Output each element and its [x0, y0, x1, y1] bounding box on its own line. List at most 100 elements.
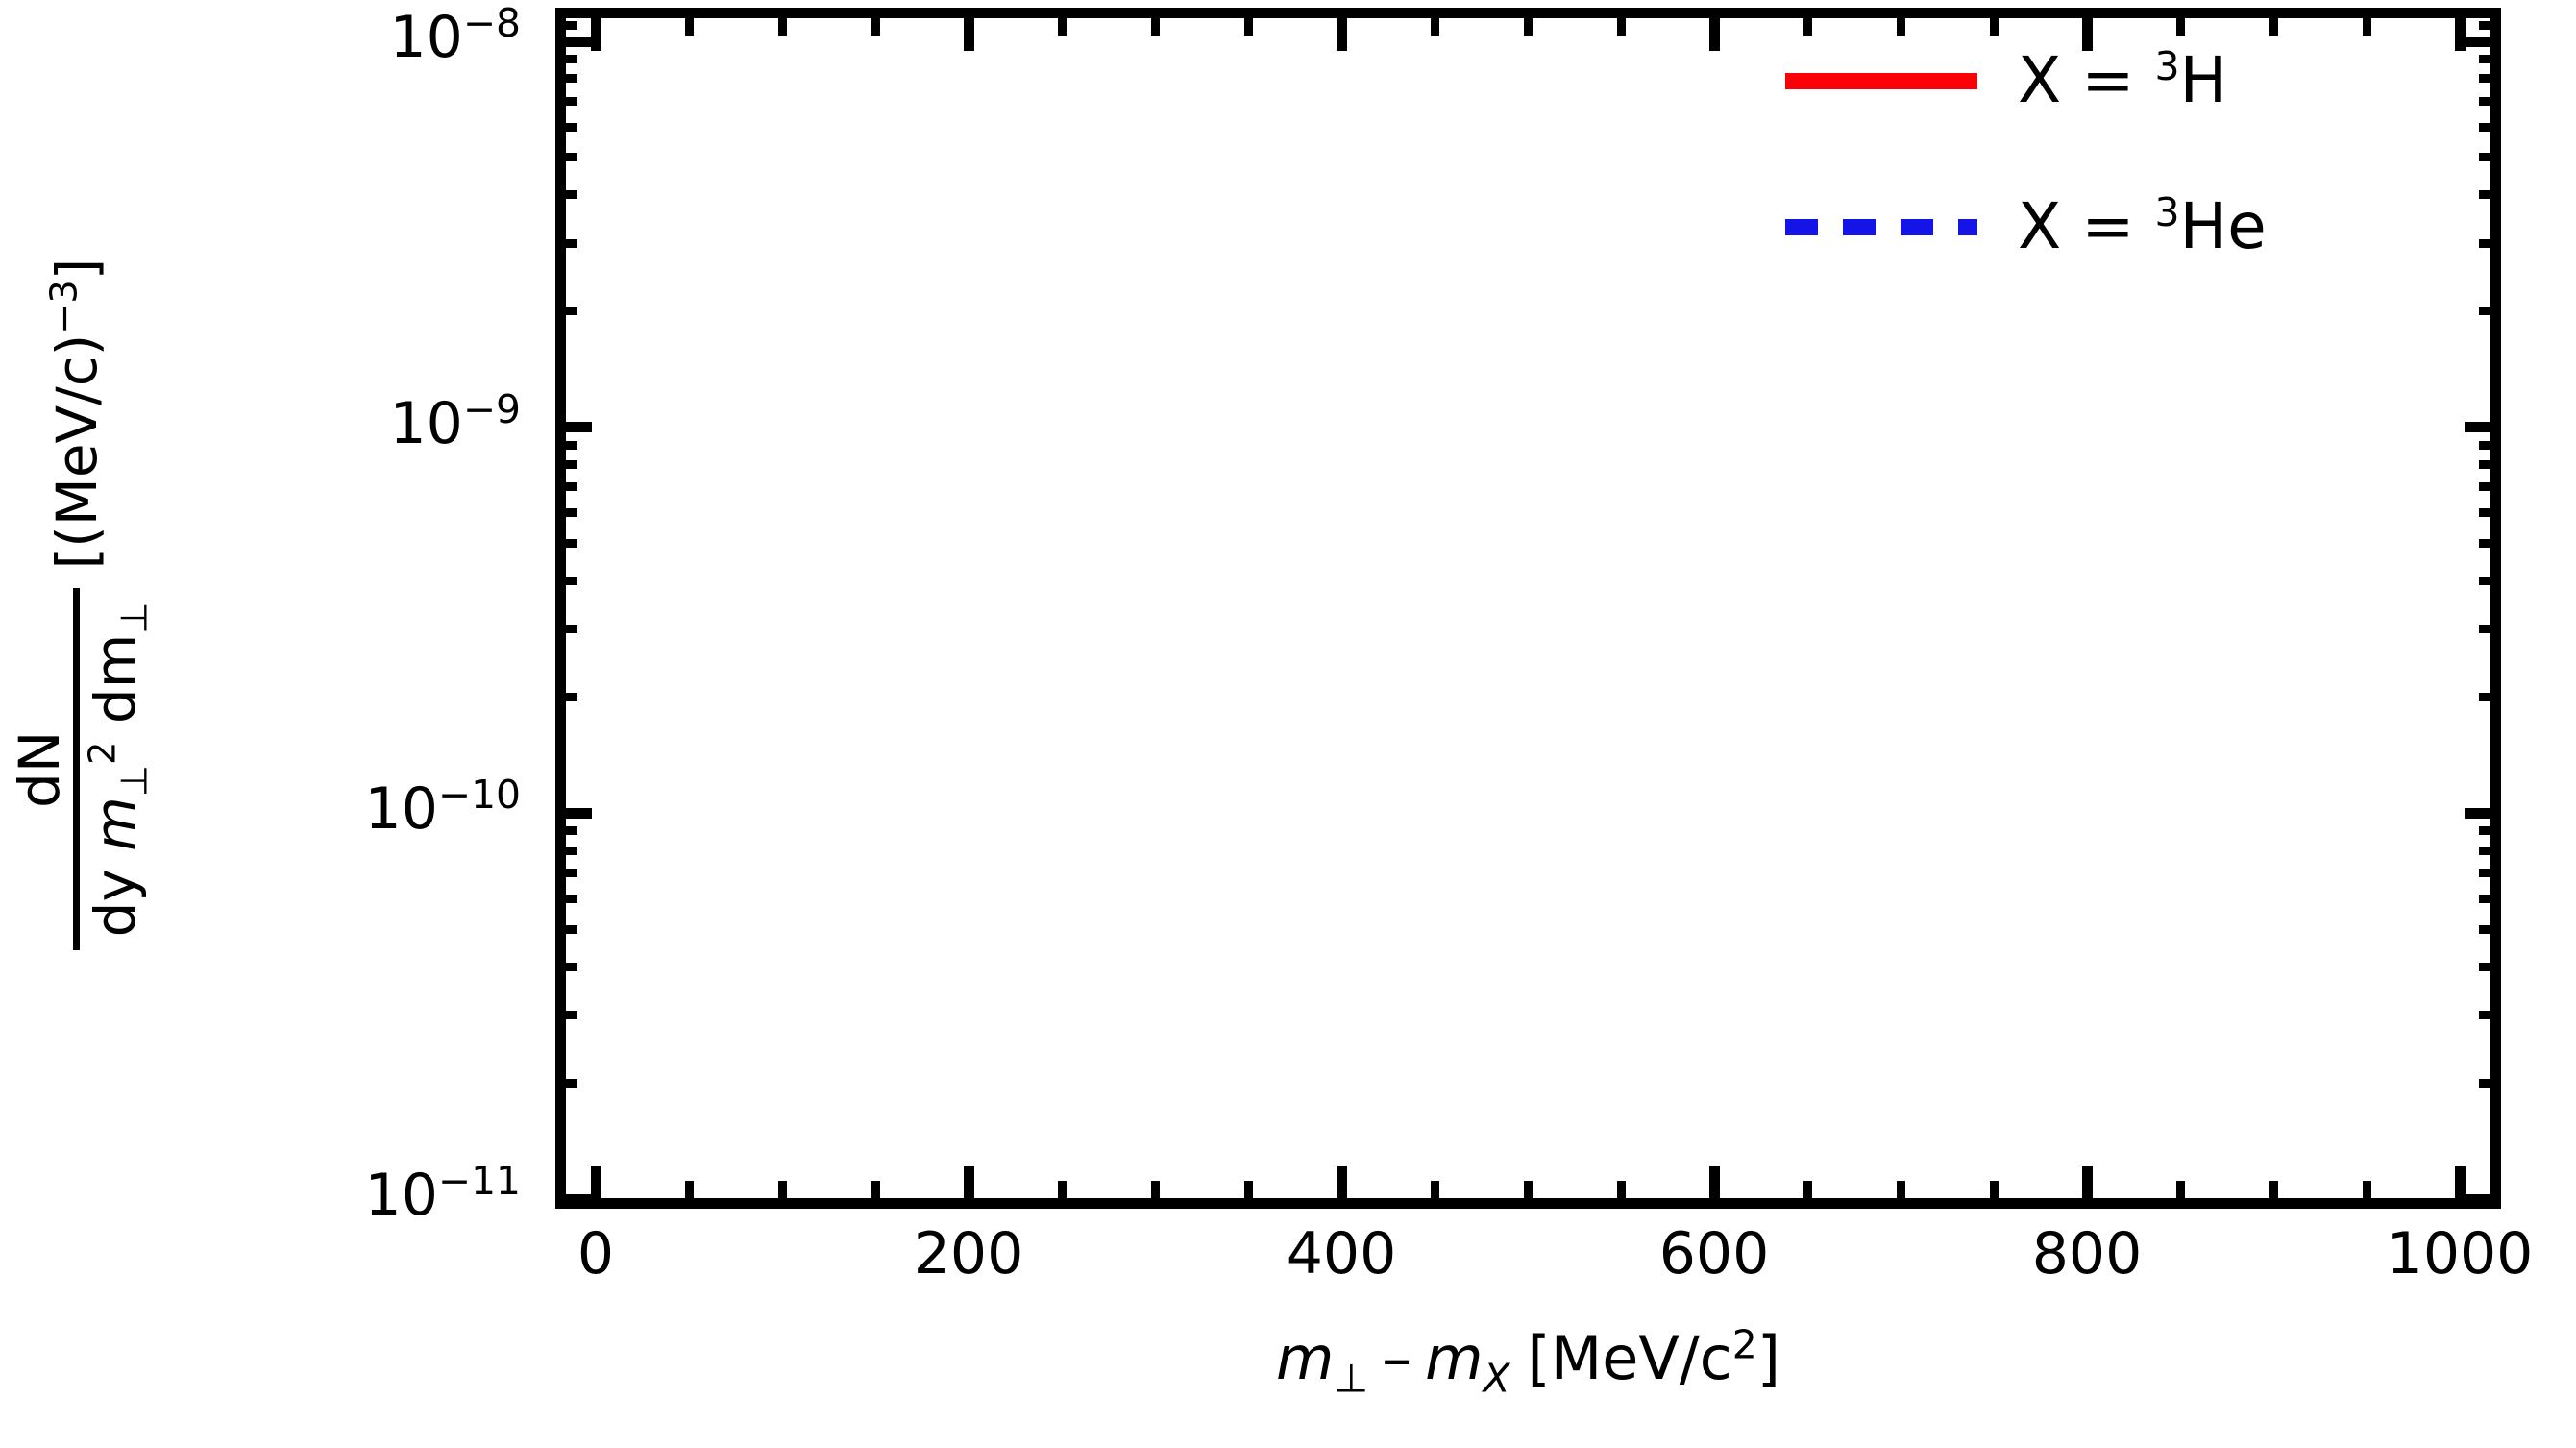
x-title-unit-exponent: 2	[1731, 1321, 1757, 1368]
legend-swatch-dashed	[1785, 218, 1977, 235]
y-minor-tick	[555, 190, 577, 200]
y-minor-tick	[555, 826, 577, 836]
y-major-tick-1e-8	[555, 36, 592, 47]
x-minor-tick-top	[871, 8, 880, 36]
y-minor-tick-right	[2479, 895, 2501, 904]
x-minor-tick	[1243, 1181, 1253, 1209]
x-minor-tick	[777, 1181, 787, 1209]
y-minor-tick	[555, 962, 577, 971]
x-title-minus: –	[1382, 1323, 1412, 1393]
y-minor-tick-right	[2479, 826, 2501, 836]
x-minor-tick	[1057, 1181, 1067, 1209]
x-minor-tick	[871, 1181, 880, 1209]
x-minor-tick-top	[1989, 8, 1999, 36]
x-major-tick-top-600	[1708, 8, 1720, 51]
plot-frame	[555, 8, 2501, 1209]
x-minor-tick	[2175, 1181, 2185, 1209]
y-minor-tick	[555, 692, 577, 701]
legend-label-mass-number: 3	[2154, 43, 2180, 89]
y-unit-close: ]	[44, 258, 110, 281]
x-minor-tick	[1616, 1181, 1626, 1209]
legend-label-prefix: X =	[2018, 43, 2155, 117]
y-minor-tick-right	[2479, 577, 2501, 586]
y-minor-tick	[555, 508, 577, 518]
x-minor-tick	[1803, 1181, 1812, 1209]
y-minor-tick-right	[2479, 460, 2501, 470]
x-minor-tick-top	[1150, 8, 1160, 36]
y-unit-open: [(MeV/c)	[44, 333, 110, 570]
y-major-tick-right-1e-11	[2465, 1193, 2501, 1205]
x-minor-tick	[1523, 1181, 1533, 1209]
den-dm: dm	[82, 633, 148, 742]
y-minor-tick	[555, 924, 577, 934]
y-minor-tick	[555, 122, 577, 132]
y-minor-tick	[555, 460, 577, 470]
x-minor-tick-top	[1896, 8, 1905, 36]
x-major-tick-400	[1336, 1166, 1347, 1209]
den-m-exponent: 2	[81, 741, 125, 765]
y-minor-tick	[555, 54, 577, 63]
x-title-m2: m	[1425, 1323, 1484, 1393]
x-major-tick-800	[2081, 1166, 2093, 1209]
y-minor-tick-right	[2479, 539, 2501, 549]
y-minor-tick	[555, 625, 577, 634]
legend-item-1[interactable]: X = 3H	[1785, 35, 2477, 127]
y-minor-tick	[555, 1078, 577, 1088]
y-minor-tick-right	[2479, 54, 2501, 63]
x-title-unit-open: [MeV/c	[1527, 1323, 1732, 1393]
x-tick-label: 0	[577, 1220, 615, 1288]
x-title-unit-close: ]	[1756, 1323, 1780, 1393]
x-major-tick-200	[963, 1166, 974, 1209]
y-minor-tick-right	[2479, 190, 2501, 200]
x-tick-label: 600	[1658, 1220, 1770, 1288]
y-tick-mantissa: 10	[389, 389, 463, 457]
x-major-tick-top-200	[963, 8, 974, 51]
y-minor-tick-right	[2479, 96, 2501, 106]
y-axis-unit: [(MeV/c)−3]	[43, 258, 110, 570]
legend-label-mass-number: 3	[2154, 189, 2180, 235]
y-tick-mantissa: 10	[364, 1162, 438, 1230]
x-major-tick-top-800	[2081, 8, 2093, 51]
x-major-tick-600	[1708, 1166, 1720, 1209]
y-minor-tick	[555, 440, 577, 450]
x-minor-tick-top	[1243, 8, 1253, 36]
legend-label-prefix: X =	[2018, 189, 2155, 263]
den-dy: dy	[82, 850, 148, 938]
x-minor-tick	[2362, 1181, 2371, 1209]
legend-swatch-solid	[1785, 72, 1977, 89]
x-title-m-subscript: ⊥	[1334, 1355, 1369, 1402]
y-minor-tick	[555, 153, 577, 162]
x-axis-title: m⊥ – mX [MeV/c2]	[555, 1321, 2501, 1398]
y-minor-tick	[555, 238, 577, 248]
x-minor-tick-top	[777, 8, 787, 36]
y-minor-tick-right	[2479, 962, 2501, 971]
y-minor-tick	[555, 96, 577, 106]
x-minor-tick-top	[2362, 8, 2371, 36]
y-minor-tick	[555, 895, 577, 904]
y-minor-tick	[555, 74, 577, 84]
y-minor-tick-right	[2479, 869, 2501, 878]
x-minor-tick-top	[1616, 8, 1626, 36]
legend-label: X = 3H	[2018, 46, 2227, 115]
x-minor-tick-top	[1057, 8, 1067, 36]
x-major-tick-top-0	[590, 8, 601, 51]
y-tick-mantissa: 10	[364, 775, 438, 844]
y-minor-tick-right	[2479, 625, 2501, 634]
y-minor-tick-right	[2479, 482, 2501, 492]
y-minor-tick-right	[2479, 122, 2501, 132]
legend-item-2[interactable]: X = 3He	[1785, 181, 2477, 273]
x-minor-tick-top	[1430, 8, 1439, 36]
x-minor-tick	[2269, 1181, 2278, 1209]
y-tick-exponent: −9	[462, 385, 521, 432]
x-minor-tick	[1430, 1181, 1439, 1209]
y-major-tick-right-1e-8	[2465, 36, 2501, 47]
fraction-bar	[72, 588, 80, 951]
y-minor-tick-right	[2479, 846, 2501, 855]
y-tick-label: 10−11	[365, 1162, 521, 1224]
x-title-m: m	[1276, 1323, 1335, 1393]
x-major-tick-0	[590, 1166, 601, 1209]
y-minor-tick-right	[2479, 924, 2501, 934]
y-minor-tick-right	[2479, 1010, 2501, 1019]
legend-label: X = 3He	[2018, 192, 2267, 261]
